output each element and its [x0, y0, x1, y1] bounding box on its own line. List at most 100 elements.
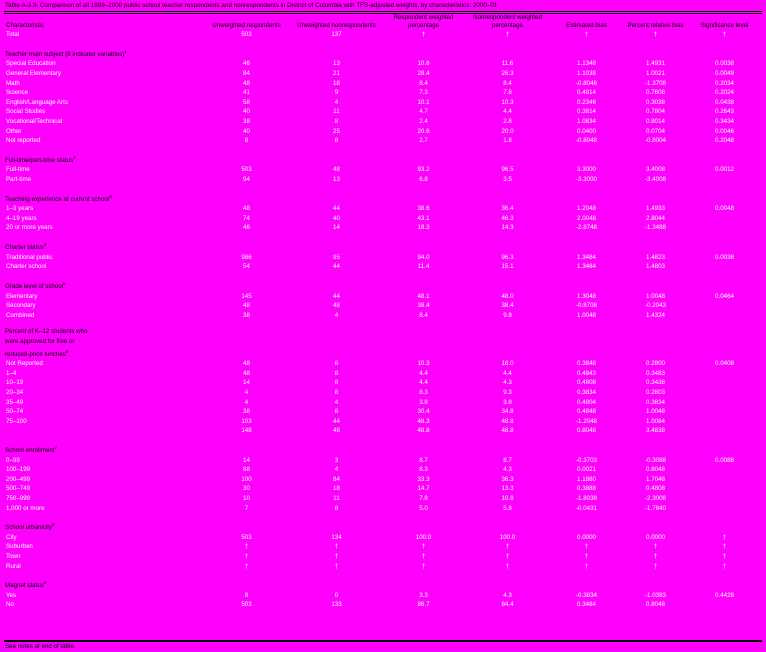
table-title: Table A-3.9. Comparison of all 1999–2000…: [5, 2, 498, 9]
cell-nonrespondent-weighted-percentage: 4.3: [503, 379, 512, 387]
cell-percent-relative-bias: 0.8048: [646, 601, 665, 609]
cell-nonrespondent-weighted-percentage: 4.3: [503, 466, 512, 474]
cell-significance-level: [690, 311, 762, 321]
cell-percent-relative-bias: -2.3008: [645, 494, 666, 502]
cell-estimated-bias: 0.0400: [577, 127, 596, 135]
cell-unweighted-nonrespondents: [292, 47, 384, 60]
row-label: 4–19 years: [6, 214, 37, 222]
table-row: 1–3 years 48 44 38.6 36.4 1.2048 1.4933 0.0048: [4, 204, 762, 214]
cell-significance-level: 0.0408: [715, 360, 734, 368]
cell-significance-level: [690, 175, 762, 185]
cell-respondent-weighted-percentage: 3.8: [419, 398, 428, 406]
cell-significance-level: †: [722, 31, 727, 39]
cell-nonrespondent-weighted-percentage: †: [505, 562, 510, 570]
cell-nonrespondent-weighted-percentage: 4.4: [503, 108, 512, 116]
cell-significance-level: [690, 417, 762, 427]
cell-percent-relative-bias: -1.7840: [645, 504, 666, 512]
cell-nonrespondent-weighted-percentage: 36.3: [501, 475, 514, 483]
cell-respondent-weighted-percentage: 30.4: [417, 408, 430, 416]
table-row-spacer: [4, 233, 762, 240]
cell-percent-relative-bias: 0.2800: [646, 360, 665, 368]
cell-percent-relative-bias: -0.3088: [645, 456, 666, 464]
row-label: 0–99: [6, 456, 20, 464]
table-row-group-heading: Charter status4: [4, 240, 762, 253]
cell-estimated-bias: 0.2346: [577, 98, 596, 106]
cell-estimated-bias: †: [584, 553, 589, 560]
table-row: Social Studies 40 11 4.7 4.4 0.3814 0.7804 0.26…: [4, 107, 762, 117]
cell-unweighted-respondents: 503: [241, 533, 252, 541]
cell-estimated-bias: 0.4843: [577, 369, 596, 377]
footnote-marker: 7: [54, 444, 58, 450]
cell-unweighted-respondents: 48: [243, 79, 250, 87]
cell-estimated-bias: 1.0048: [577, 311, 596, 319]
footnote-marker: 8: [52, 522, 55, 528]
table-row: 750–999 10 11 7.8 10.8 -1.8038 -2.3008: [4, 494, 762, 504]
cell-unweighted-nonrespondents: 13: [333, 60, 340, 68]
row-label: Rural: [6, 562, 21, 570]
table-row: 50–74 38 8 30.4 34.8 0.4848 1.0048: [4, 407, 762, 417]
cell-unweighted-nonrespondents: 44: [333, 292, 340, 300]
cell-unweighted-nonrespondents: †: [334, 553, 339, 560]
table-header: Characteristic Unweighted respondents Un…: [4, 14, 762, 30]
cell-unweighted-nonrespondents: 40: [333, 214, 340, 222]
cell-nonrespondent-weighted-percentage: 4.3: [503, 591, 512, 599]
cell-estimated-bias: 1.1880: [577, 475, 596, 483]
cell-percent-relative-bias: †: [653, 553, 658, 560]
cell-significance-level: 0.0038: [715, 253, 734, 261]
cell-estimated-bias: -0.3703: [576, 456, 597, 464]
cell-respondent-weighted-percentage: 8.4: [419, 311, 428, 319]
cell-percent-relative-bias: †: [653, 543, 658, 551]
row-label: Social Studies: [6, 108, 46, 116]
row-label: were approved for free or: [5, 337, 75, 345]
cell-estimated-bias: 1.3048: [577, 292, 596, 300]
spacer-cell: [4, 185, 762, 192]
cell-significance-level: [690, 192, 762, 205]
cell-nonrespondent-weighted-percentage: †: [505, 31, 510, 39]
cell-unweighted-nonrespondents: 14: [333, 224, 340, 232]
cell-unweighted-nonrespondents: 48: [333, 302, 340, 310]
cell-respondent-weighted-percentage: 7.3: [419, 89, 428, 97]
cell-percent-relative-bias: 1.0048: [646, 292, 665, 300]
table-row-group-heading: Teacher main subject (8 indicator variab…: [4, 47, 762, 60]
row-label: 75–100: [6, 417, 27, 425]
cell-unweighted-nonrespondents: 9: [334, 89, 339, 97]
table-row-spacer: [4, 146, 762, 153]
table-row: Full-time 503 48 93.2 96.5 3.3000 3.4008 0.0012: [4, 165, 762, 175]
row-label: Suburban: [6, 543, 33, 551]
cell-percent-relative-bias: [624, 443, 690, 456]
cell-respondent-weighted-percentage: [384, 347, 466, 360]
spacer-cell: [4, 436, 762, 443]
cell-significance-level: 0.2024: [715, 89, 734, 97]
cell-unweighted-respondents: †: [244, 553, 249, 560]
cell-nonrespondent-weighted-percentage: 15.1: [501, 263, 514, 271]
cell-estimated-bias: -1.8038: [576, 494, 597, 502]
table-row: 20–34 4 8 8.3 9.3 0.3834 0.2803: [4, 388, 762, 398]
table-row-spacer: [4, 320, 762, 327]
cell-unweighted-respondents: 503: [241, 601, 252, 609]
table-row-spacer: [4, 272, 762, 279]
cell-estimated-bias: †: [584, 543, 589, 551]
row-label: 1–4: [6, 369, 17, 377]
cell-significance-level: [690, 279, 762, 292]
cell-unweighted-respondents: 54: [243, 263, 250, 271]
row-label: Part-time: [6, 176, 32, 184]
cell-nonrespondent-weighted-percentage: 96.3: [501, 253, 514, 261]
column-header-nonrespondent-weighted-percentage: Nonrespondent weighted percentage: [473, 14, 542, 29]
cell-percent-relative-bias: 2.8044: [646, 214, 665, 222]
cell-unweighted-nonrespondents: 0: [334, 591, 339, 599]
cell-unweighted-respondents: 48: [243, 369, 250, 377]
cell-estimated-bias: -0.0431: [576, 504, 597, 512]
table-row: 500–749 30 18 14.7 13.3 0.3888 0.4808: [4, 484, 762, 494]
cell-nonrespondent-weighted-percentage: 8.4: [503, 79, 512, 87]
cell-respondent-weighted-percentage: [384, 47, 466, 60]
cell-unweighted-respondents: 48: [243, 360, 250, 368]
cell-respondent-weighted-percentage: [384, 327, 466, 337]
cell-nonrespondent-weighted-percentage: 9.8: [503, 311, 512, 319]
cell-respondent-weighted-percentage: 14.7: [417, 485, 430, 493]
table-row: Traditional public 986 95 94.0 96.3 1.3484 1.4…: [4, 253, 762, 263]
cell-unweighted-respondents: 38: [243, 311, 250, 319]
row-label: No: [6, 601, 14, 609]
cell-unweighted-respondents: †: [244, 543, 249, 551]
cell-estimated-bias: 0.3484: [577, 601, 596, 609]
cell-respondent-weighted-percentage: 8.4: [419, 79, 428, 87]
